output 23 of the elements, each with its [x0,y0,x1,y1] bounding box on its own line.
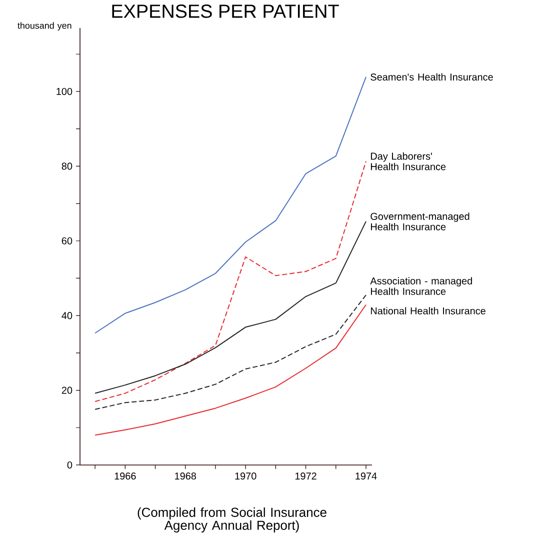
y-tick-label: 0 [67,461,72,469]
y-tick-label: 20 [62,386,72,394]
line-series [94,294,366,410]
line-series [94,160,366,402]
series-label: Seamen's Health Insurance [370,73,493,81]
x-tick-label: 1966 [114,472,136,480]
x-tick-label: 1972 [295,472,316,480]
y-tick-label: 40 [62,312,72,320]
x-tick-label: 1968 [175,472,196,480]
x-tick-label: 1974 [356,472,377,480]
series-label: Day Laborers' Health Insurance [370,152,446,170]
series-label: Association - managed Health Insurance [370,277,472,295]
y-axis-title: thousand yen [18,22,72,31]
series-label: Government-managed Health Insurance [370,212,470,230]
y-tick-label: 60 [62,237,72,244]
x-tick-label: 1970 [235,472,256,480]
line-series [94,76,366,334]
series-label: National Health Insurance [370,307,486,314]
chart-title: EXPENSES PER PATIENT [112,4,339,18]
line-series [94,220,366,394]
y-tick-label: 80 [62,162,72,170]
text: (Compiled from Social Insurance Agency Annual Report) [138,507,326,532]
y-tick-label: 100 [56,88,72,96]
